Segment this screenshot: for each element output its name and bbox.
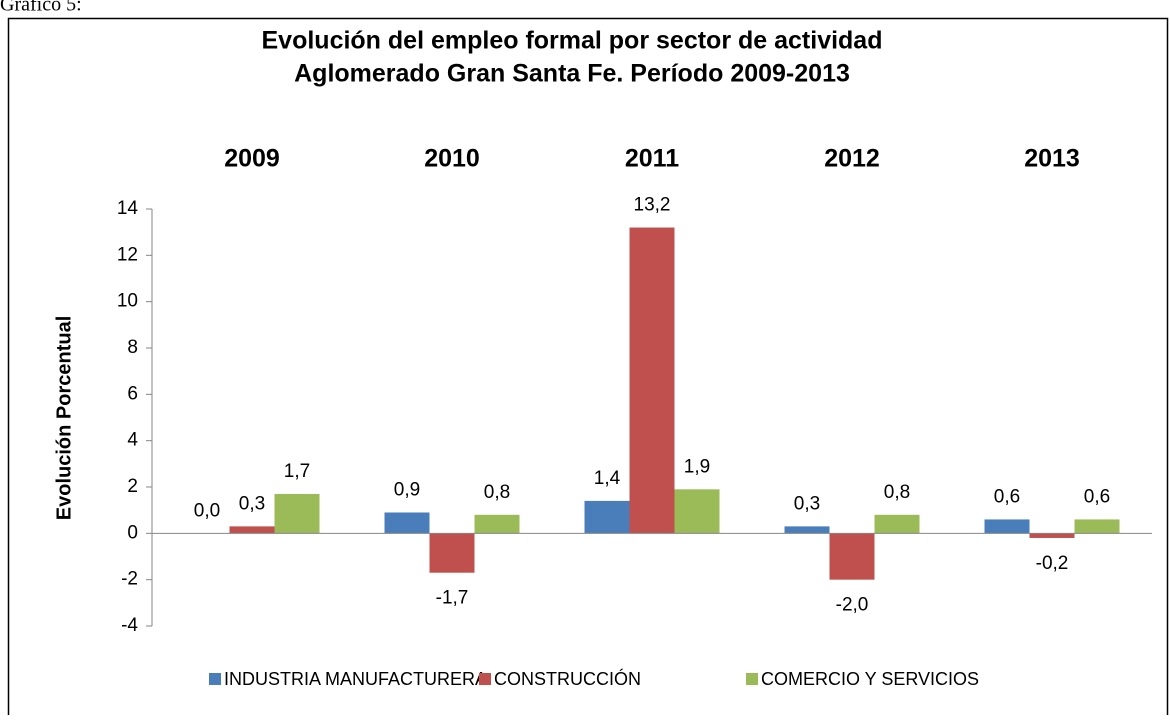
data-label: 0,6 xyxy=(1084,486,1110,507)
data-label: 0,8 xyxy=(484,482,510,503)
bar xyxy=(584,500,630,534)
legend-swatch xyxy=(746,673,758,685)
bar xyxy=(1074,519,1120,534)
category-label: 2012 xyxy=(824,145,880,173)
data-label: 0,9 xyxy=(394,479,420,500)
category-label: 2011 xyxy=(625,145,679,173)
chart-title: Evolución del empleo formal por sector d… xyxy=(262,27,883,55)
bar xyxy=(229,526,275,534)
bar xyxy=(784,526,830,534)
legend-label: COMERCIO Y SERVICIOS xyxy=(761,669,979,689)
y-tick-label: 0 xyxy=(127,522,138,543)
category-label: 2009 xyxy=(224,145,280,173)
y-tick-label: 6 xyxy=(127,383,138,404)
legend-label: INDUSTRIA MANUFACTURERA xyxy=(224,669,487,689)
data-label: 0,0 xyxy=(194,500,220,521)
y-tick-label: 14 xyxy=(117,198,139,219)
bar xyxy=(474,514,520,534)
chart-frame xyxy=(7,17,1169,720)
bar xyxy=(429,533,475,573)
data-label: 0,8 xyxy=(884,482,910,503)
bar xyxy=(829,533,875,580)
data-label: 0,3 xyxy=(794,493,820,514)
y-tick-label: -2 xyxy=(121,569,138,590)
y-tick-label: -4 xyxy=(121,615,138,636)
data-label: -0,2 xyxy=(1036,553,1069,574)
category-label: 2013 xyxy=(1024,145,1080,173)
legend-label: CONSTRUCCIÓN xyxy=(494,668,641,689)
legend-swatch xyxy=(479,673,491,685)
data-label: 1,9 xyxy=(684,456,710,477)
y-tick-label: 8 xyxy=(127,337,138,358)
data-label: -2,0 xyxy=(836,595,869,616)
bar xyxy=(629,227,675,534)
legend-swatch xyxy=(209,673,221,685)
bar xyxy=(874,514,920,534)
bar xyxy=(384,512,430,534)
y-axis-label: Evolución Porcentual xyxy=(53,316,75,520)
category-label: 2010 xyxy=(424,145,480,173)
data-label: -1,7 xyxy=(436,588,469,609)
data-label: 1,7 xyxy=(284,461,310,482)
bar xyxy=(984,519,1030,534)
y-tick-label: 10 xyxy=(117,291,138,312)
bar xyxy=(1029,533,1075,538)
data-label: 0,6 xyxy=(994,486,1020,507)
y-tick-label: 12 xyxy=(117,244,138,265)
bar xyxy=(274,493,320,534)
y-tick-label: 4 xyxy=(127,430,138,451)
data-label: 0,3 xyxy=(239,493,265,514)
y-tick-label: 2 xyxy=(127,476,138,497)
caption: Gráfico 5: xyxy=(0,0,82,16)
data-label: 13,2 xyxy=(634,195,671,216)
data-label: 1,4 xyxy=(594,468,621,489)
chart-subtitle: Aglomerado Gran Santa Fe. Período 2009-2… xyxy=(294,60,850,88)
bar xyxy=(674,489,720,534)
